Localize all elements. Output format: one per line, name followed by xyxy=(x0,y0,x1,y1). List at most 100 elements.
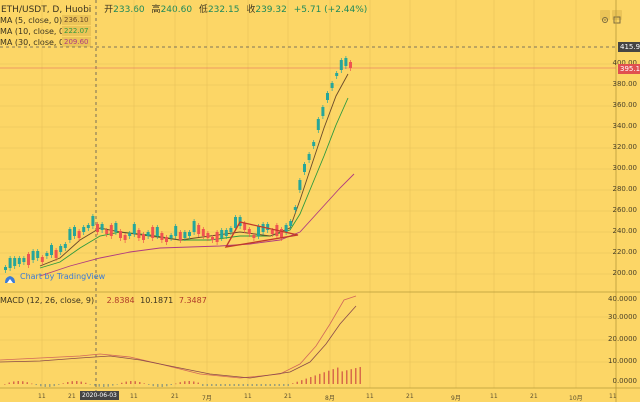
macd-value-1: 2.8384 xyxy=(106,296,135,305)
macd-bar xyxy=(242,384,244,386)
ma5-legend[interactable]: MA (5, close, 0) xyxy=(0,16,62,25)
candle-body xyxy=(284,225,288,232)
current-price-tag: 395.18 xyxy=(618,64,640,74)
macd-bar xyxy=(341,371,343,384)
time-tick: 11 xyxy=(490,393,498,400)
macd-bar xyxy=(121,382,123,384)
candle-body xyxy=(59,246,63,252)
macd-bar xyxy=(161,384,163,387)
candle-body xyxy=(298,180,302,190)
low-value: 232.15 xyxy=(207,5,240,15)
macd-bar xyxy=(67,382,69,384)
macd-bar xyxy=(80,381,82,384)
macd-line xyxy=(0,295,357,379)
time-tick: 21 xyxy=(284,393,292,400)
macd-bar xyxy=(184,381,186,384)
macd-bar xyxy=(314,375,316,384)
macd-label: MACD (12, 26, close, 9) xyxy=(0,296,95,305)
time-tick: 11 xyxy=(38,393,46,400)
macd-bar xyxy=(323,372,325,384)
macd-bar xyxy=(305,378,307,384)
macd-bar xyxy=(148,384,150,385)
macd-bar xyxy=(40,384,42,387)
macd-bar xyxy=(125,381,127,384)
macd-bar xyxy=(98,384,100,387)
macd-bar xyxy=(134,381,136,384)
candle-body xyxy=(247,229,251,234)
macd-bar xyxy=(152,384,154,387)
candle-body xyxy=(142,234,145,240)
macd-tick: 40.0000 xyxy=(608,295,637,303)
candle-body xyxy=(261,224,265,232)
candle-body xyxy=(224,230,228,236)
price-tick: 340.00 xyxy=(612,122,638,130)
time-axis[interactable]: 11 21 2020-06-03 11 21 7月 11 21 8月 11 21… xyxy=(0,390,617,402)
high-value: 240.60 xyxy=(160,5,193,15)
macd-bar xyxy=(188,381,190,384)
ma5-label: MA (5, close, 0) xyxy=(0,16,63,25)
macd-bar xyxy=(247,384,249,386)
macd-bar xyxy=(17,381,19,384)
watermark-text: Chart by TradingView xyxy=(20,271,106,281)
maximize-icon[interactable] xyxy=(612,10,622,24)
candle-body xyxy=(123,235,127,240)
crosshair-price-tag: 415.98 xyxy=(618,42,640,52)
candle-body xyxy=(303,164,306,172)
price-tick: 260.00 xyxy=(612,206,638,214)
time-tick: 8月 xyxy=(325,395,335,402)
macd-histogram xyxy=(4,366,361,387)
candle-body xyxy=(326,93,329,100)
ma10-line xyxy=(39,97,349,269)
macd-bar xyxy=(278,384,280,386)
candlestick-series xyxy=(4,56,352,273)
symbol-label[interactable]: ETH/USDT, D, Huobi xyxy=(1,5,92,15)
price-tick: 380.00 xyxy=(612,80,638,88)
price-axis[interactable]: 400.00 380.00 360.00 340.00 320.00 300.0… xyxy=(612,0,640,292)
macd-bar xyxy=(256,384,258,386)
tradingview-watermark[interactable]: Chart by TradingView xyxy=(3,270,106,283)
candle-body xyxy=(96,224,99,232)
candle-body xyxy=(220,230,224,238)
macd-legend[interactable]: MACD (12, 26, close, 9) 2.8384 10.1871 7… xyxy=(0,296,207,305)
candle-body xyxy=(266,224,270,230)
ma10-legend[interactable]: MA (10, close, 0) xyxy=(0,27,67,36)
macd-tick: 0.0000 xyxy=(612,377,638,385)
price-tick: 400.00 xyxy=(612,59,638,67)
ma30-legend[interactable]: MA (30, close, 0) xyxy=(0,38,67,47)
settings-icon[interactable] xyxy=(600,10,610,23)
candle-body xyxy=(86,225,90,228)
macd-bar xyxy=(4,384,6,385)
macd-bar xyxy=(296,381,298,384)
candle-body xyxy=(165,237,168,242)
macd-axis[interactable]: 40.0000 30.0000 20.0000 10.0000 0.0000 xyxy=(608,292,640,388)
candle-body xyxy=(243,223,247,230)
macd-bar xyxy=(103,384,105,387)
ma10-label: MA (10, close, 0) xyxy=(0,27,68,36)
macd-bar xyxy=(197,382,199,384)
change-value: +5.71 (+2.44%) xyxy=(293,5,368,15)
macd-bar xyxy=(274,384,276,386)
macd-bar xyxy=(143,383,145,384)
time-tick: 21 xyxy=(406,393,414,400)
time-tick: 21 xyxy=(68,393,76,400)
macd-bar xyxy=(139,382,141,384)
macd-tick: 30.0000 xyxy=(608,313,637,321)
candle-body xyxy=(169,235,173,238)
macd-bar xyxy=(215,384,217,386)
macd-bar xyxy=(22,381,24,384)
candle-body xyxy=(114,223,118,232)
time-tick: 10月 xyxy=(569,395,583,402)
macd-bar xyxy=(292,383,294,384)
macd-bar xyxy=(53,384,55,387)
low-label: 低 xyxy=(198,5,208,15)
macd-bar xyxy=(170,384,172,386)
macd-bar xyxy=(260,384,262,386)
macd-bar xyxy=(26,382,28,384)
candle-body xyxy=(4,267,7,270)
macd-bar xyxy=(112,384,114,386)
candle-body xyxy=(293,207,297,210)
candle-body xyxy=(50,245,53,255)
time-tick: 11 xyxy=(366,393,374,400)
candle-body xyxy=(151,227,155,238)
